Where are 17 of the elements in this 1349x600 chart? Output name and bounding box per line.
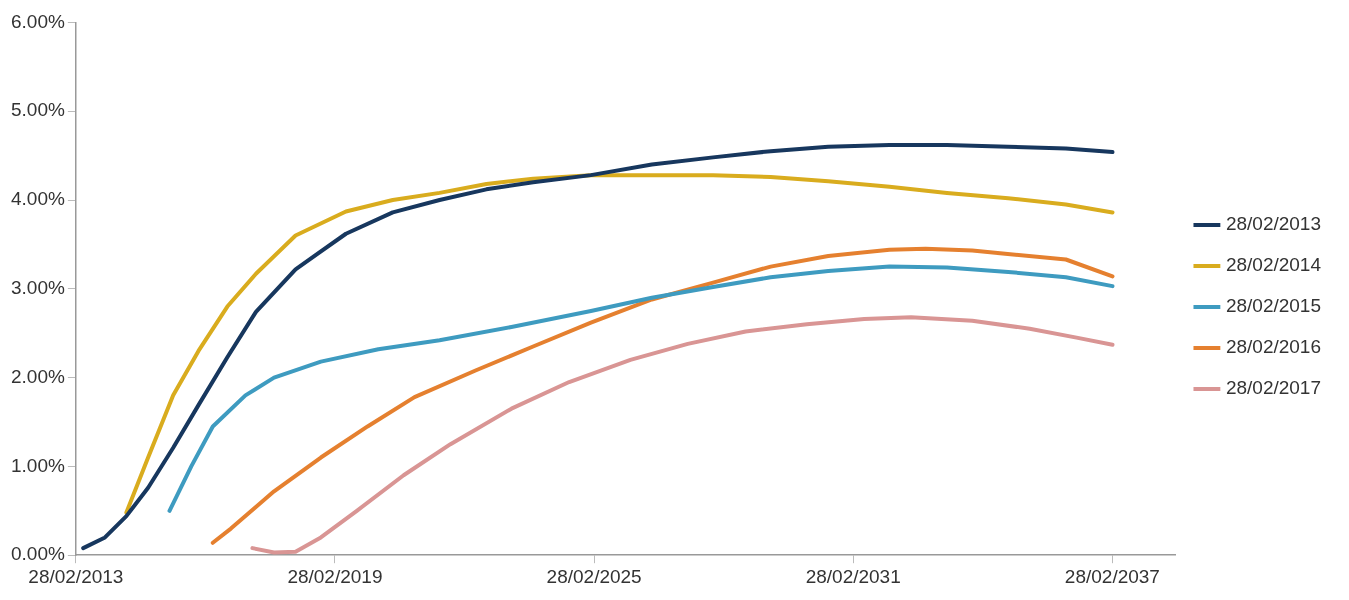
- y-tick-label: 6.00%: [11, 10, 65, 32]
- y-tick-label: 4.00%: [11, 188, 65, 210]
- x-tick-label: 28/02/2019: [287, 565, 383, 587]
- x-tick-label: 28/02/2037: [1064, 565, 1160, 587]
- y-tick-label: 5.00%: [11, 99, 65, 121]
- y-tick-label: 3.00%: [11, 277, 65, 299]
- x-tick-label: 28/02/2031: [805, 565, 901, 587]
- legend-label: 28/02/2017: [1225, 377, 1321, 399]
- x-tick-label: 28/02/2025: [546, 565, 642, 587]
- legend-label: 28/02/2016: [1225, 336, 1321, 358]
- x-tick-label: 28/02/2013: [28, 565, 124, 587]
- y-tick-label: 1.00%: [11, 454, 65, 476]
- legend-label: 28/02/2014: [1225, 254, 1322, 276]
- y-tick-label: 0.00%: [11, 543, 65, 565]
- legend-label: 28/02/2015: [1225, 295, 1321, 317]
- legend-label: 28/02/2013: [1225, 213, 1321, 235]
- y-tick-label: 2.00%: [11, 365, 65, 387]
